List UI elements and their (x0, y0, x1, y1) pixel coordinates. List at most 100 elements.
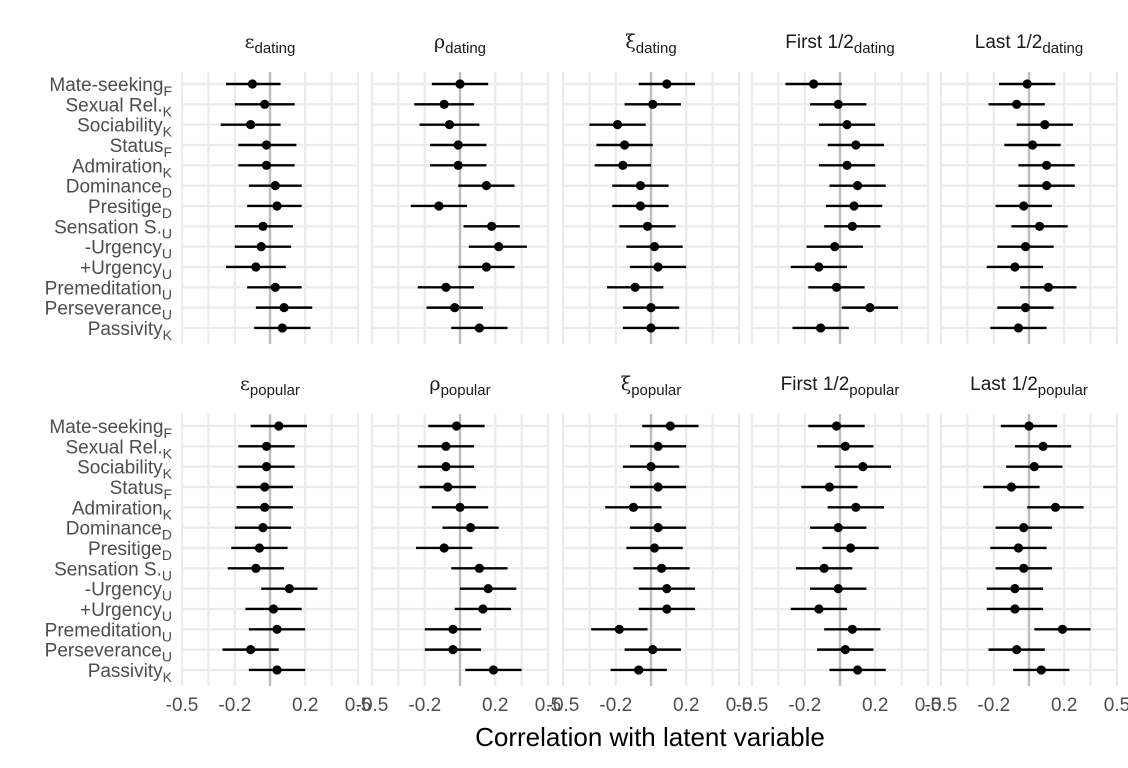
point-estimate (1042, 160, 1052, 170)
x-tick-label: 0.2 (862, 695, 888, 716)
panel-title-main: Last 1/2 (970, 374, 1038, 395)
panel-title-main: ε (240, 373, 250, 395)
point-estimate (260, 99, 270, 109)
point-estimate (646, 462, 656, 472)
point-estimate (481, 262, 491, 272)
y-category-label: PassivityK (88, 661, 173, 685)
point-estimate (851, 502, 861, 512)
point-estimate (833, 523, 843, 533)
y-category-label: StatusF (110, 478, 172, 502)
y-category-subscript: U (162, 649, 172, 665)
y-category-subscript: U (162, 628, 172, 644)
y-category-name: Admiration (72, 156, 163, 177)
y-category-label: Sexual Rel.K (65, 95, 172, 119)
panel-title: ξpopular (621, 373, 682, 399)
point-estimate (840, 441, 850, 451)
point-estimate (1020, 242, 1031, 252)
panel-title-main: ξ (625, 31, 635, 53)
point-estimate (474, 563, 484, 573)
point-estimate (443, 482, 453, 492)
panel-7: ρpopular (370, 373, 550, 686)
point-estimate (620, 140, 630, 150)
y-category-subscript: K (163, 124, 173, 140)
panel-title-subscript: popular (1038, 382, 1088, 399)
panel-title: First 1/2popular (781, 374, 900, 399)
x-tick-label: 0.2 (482, 695, 508, 716)
panel-title-main: ρ (429, 373, 440, 395)
point-estimate (450, 303, 460, 313)
y-category-label: +UrgencyU (80, 258, 172, 282)
point-estimate (455, 79, 465, 89)
panel-title-main: First 1/2 (785, 32, 854, 53)
y-category-label: SociabilityK (77, 458, 173, 482)
y-category-name: Dominance (66, 177, 162, 198)
panel-6: εpopular (180, 373, 360, 686)
point-estimate (831, 282, 842, 292)
y-category-name: Perseverance (45, 641, 162, 662)
panel-5: Last 1/2dating (939, 32, 1119, 344)
point-estimate (628, 502, 639, 512)
point-estimate (662, 79, 672, 89)
point-estimate (1050, 502, 1060, 512)
panel-title-subscript: popular (250, 382, 300, 399)
point-estimate (858, 462, 868, 472)
panel-title: ξdating (625, 31, 676, 57)
panel-title: First 1/2dating (785, 32, 895, 57)
point-estimate (465, 523, 476, 533)
y-category-subscript: U (162, 567, 172, 583)
y-category-label: Mate-seekingF (49, 417, 172, 441)
y-category-name: Status (110, 136, 164, 157)
y-category-name: Passivity (88, 661, 163, 682)
x-tick-label: -0.2 (599, 695, 632, 716)
x-tick-label: -0.2 (408, 695, 441, 716)
y-category-label: DominanceD (66, 177, 172, 201)
point-estimate (618, 160, 628, 170)
panel-4: First 1/2dating (750, 32, 930, 344)
point-estimate (444, 120, 455, 130)
point-estimate (842, 120, 852, 130)
panel-title: Last 1/2dating (975, 32, 1083, 57)
panel-title-subscript: dating (636, 40, 677, 57)
point-estimate (1013, 543, 1024, 553)
y-category-label: Sexual Rel.K (65, 437, 172, 461)
y-category-name: Premeditation (45, 620, 162, 641)
point-estimate (1019, 563, 1029, 573)
point-estimate (254, 543, 265, 553)
y-category-name: Sensation S. (54, 559, 162, 580)
point-estimate (656, 563, 667, 573)
point-estimate (251, 262, 261, 272)
point-estimate (434, 201, 444, 211)
x-tick-label: -0.2 (977, 695, 1010, 716)
point-estimate (451, 421, 462, 431)
point-estimate (481, 181, 491, 191)
point-estimate (612, 120, 623, 130)
point-estimate (1027, 140, 1038, 150)
y-category-name: Sexual Rel. (65, 95, 162, 116)
y-category-name: Sociability (77, 458, 163, 479)
point-estimate (246, 645, 256, 655)
y-category-subscript: K (163, 445, 173, 461)
panel-9: First 1/2popular (750, 374, 930, 686)
y-category-label: PerseveranceU (45, 299, 172, 323)
panel-title: ρpopular (429, 373, 490, 399)
y-category-subscript: U (162, 246, 172, 262)
point-estimate (284, 584, 294, 594)
x-tick-label: -0.2 (788, 695, 821, 716)
y-category-subscript: U (162, 266, 172, 282)
point-estimate (653, 441, 663, 451)
point-estimate (824, 482, 835, 492)
panel-title-subscript: dating (854, 40, 895, 57)
point-estimate (270, 181, 280, 191)
y-category-subscript: K (163, 506, 173, 522)
panel-title-subscript: dating (254, 40, 295, 57)
y-category-subscript: D (162, 547, 172, 563)
y-category-name: Sexual Rel. (65, 437, 162, 458)
point-estimate (1029, 462, 1039, 472)
y-category-label: PresitigeD (88, 197, 172, 221)
y-category-name: Admiration (72, 498, 163, 519)
panel-title-subscript: popular (631, 382, 681, 399)
y-category-subscript: F (163, 486, 172, 502)
point-estimate (1043, 282, 1053, 292)
